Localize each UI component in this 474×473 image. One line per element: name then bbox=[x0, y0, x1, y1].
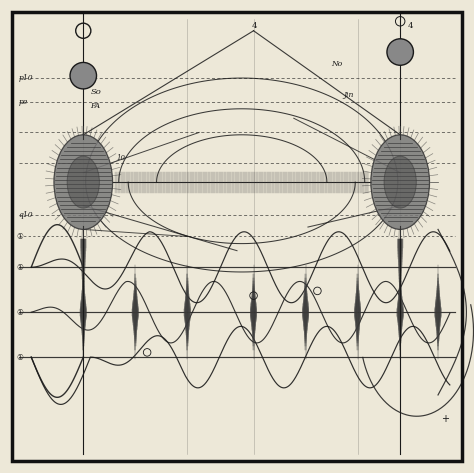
Text: 10: 10 bbox=[117, 155, 126, 162]
Text: p10: p10 bbox=[18, 74, 33, 82]
Text: 4: 4 bbox=[251, 22, 257, 30]
Circle shape bbox=[70, 62, 97, 89]
Text: No: No bbox=[332, 60, 343, 68]
Text: ①: ① bbox=[16, 263, 23, 272]
Text: So: So bbox=[91, 88, 101, 96]
Text: Jin: Jin bbox=[344, 91, 354, 98]
Ellipse shape bbox=[54, 135, 113, 229]
Ellipse shape bbox=[371, 135, 429, 229]
Ellipse shape bbox=[67, 156, 100, 208]
Text: +: + bbox=[441, 413, 449, 424]
Text: ①: ① bbox=[16, 352, 23, 362]
Text: ①: ① bbox=[16, 307, 23, 317]
Text: ①: ① bbox=[16, 232, 23, 241]
Circle shape bbox=[387, 39, 413, 65]
Text: FA: FA bbox=[91, 103, 100, 110]
Text: pe: pe bbox=[18, 98, 28, 105]
Text: q10: q10 bbox=[18, 211, 33, 219]
Ellipse shape bbox=[384, 156, 416, 208]
Text: 4: 4 bbox=[407, 22, 413, 30]
